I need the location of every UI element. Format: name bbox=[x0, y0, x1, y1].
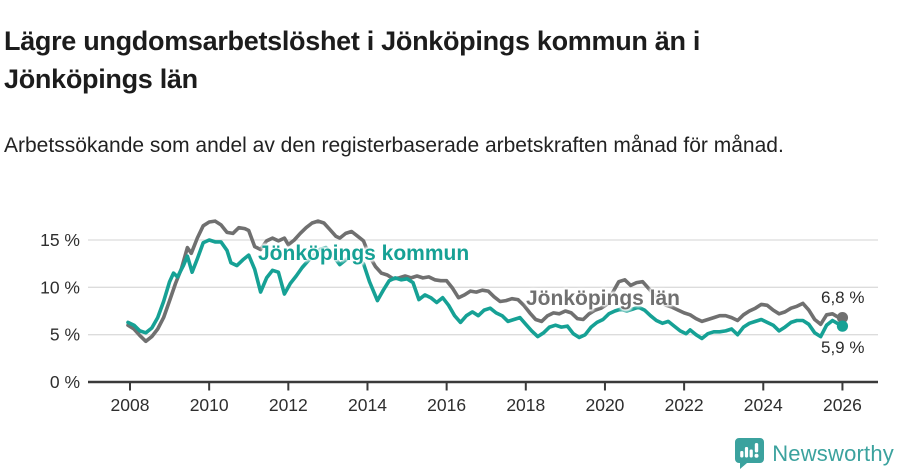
x-tick-label: 2010 bbox=[190, 395, 229, 415]
y-tick-label: 10 % bbox=[40, 277, 80, 297]
y-tick-label: 15 % bbox=[40, 230, 80, 250]
end-value-label-lan: 6,8 % bbox=[821, 288, 865, 307]
series-line-kommun bbox=[126, 238, 845, 341]
end-dot-kommun bbox=[836, 320, 849, 332]
brand-name: Newsworthy bbox=[772, 440, 894, 466]
page-title-line1: Lägre ungdomsarbetslöshet i Jönköpings k… bbox=[4, 26, 701, 57]
x-tick-label: 2008 bbox=[111, 395, 150, 415]
end-dot-lan bbox=[836, 312, 849, 324]
x-tick-label: 2026 bbox=[823, 395, 862, 415]
page-title: Lägre ungdomsarbetslöshet i Jönköpings k… bbox=[4, 22, 864, 98]
series-line-lan bbox=[126, 219, 845, 344]
x-tick-label: 2012 bbox=[269, 395, 308, 415]
end-value-label-kommun: 5,9 % bbox=[821, 338, 865, 357]
chart-subtitle: Arbetssökande som andel av den registerb… bbox=[4, 134, 784, 157]
x-tick-label: 2020 bbox=[585, 395, 624, 415]
y-tick-label: 5 % bbox=[50, 325, 80, 345]
x-tick-label: 2022 bbox=[665, 395, 704, 415]
x-tick-label: 2014 bbox=[348, 395, 387, 415]
page-title-line2: Jönköpings län bbox=[4, 64, 198, 95]
series-label-lan: Jönköpings län bbox=[526, 287, 681, 310]
x-tick-label: 2016 bbox=[427, 395, 466, 415]
newsworthy-logo-icon bbox=[735, 438, 765, 469]
newsworthy-branding: Newsworthy bbox=[734, 437, 894, 470]
x-tick-label: 2018 bbox=[506, 395, 545, 415]
y-tick-label: 0 % bbox=[50, 372, 80, 392]
x-tick-label: 2024 bbox=[744, 395, 783, 415]
series-label-kommun: Jönköpings kommun bbox=[258, 242, 470, 265]
